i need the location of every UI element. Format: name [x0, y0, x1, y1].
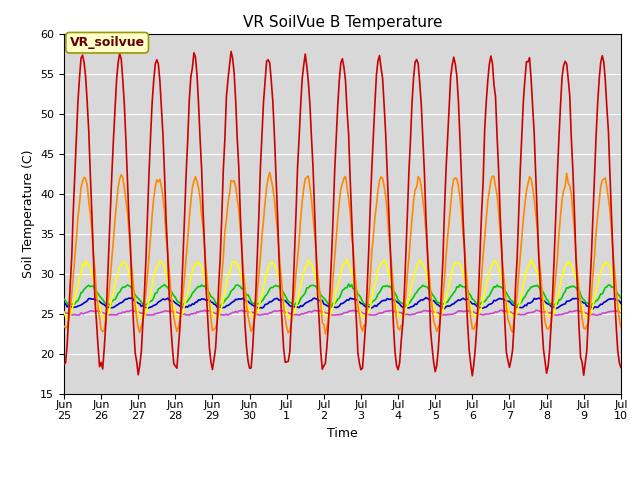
B-40_T: [76, 303, 83, 309]
B-05_T: [227, 48, 235, 54]
Line: B-50_T: B-50_T: [64, 310, 621, 315]
B-20_T: [397, 314, 405, 320]
B-50_T: [186, 312, 193, 318]
B-50_T: [164, 308, 172, 314]
Line: B-05_T: B-05_T: [64, 51, 621, 376]
B-10_T: [321, 331, 329, 337]
B-20_T: [617, 309, 625, 314]
B-40_T: [617, 300, 625, 306]
B-05_T: [60, 361, 68, 367]
B-40_T: [377, 299, 385, 304]
B-50_T: [76, 312, 83, 318]
B-10_T: [266, 169, 273, 175]
B-20_T: [100, 317, 108, 323]
B-30_T: [164, 285, 172, 290]
B-10_T: [552, 272, 559, 278]
B-40_T: [60, 300, 68, 305]
B-30_T: [552, 300, 559, 306]
B-05_T: [397, 338, 405, 344]
B-20_T: [379, 258, 387, 264]
B-50_T: [379, 310, 387, 316]
B-20_T: [76, 276, 83, 282]
Text: VR_soilvue: VR_soilvue: [70, 36, 145, 49]
B-10_T: [76, 201, 83, 207]
B-05_T: [468, 373, 476, 379]
Y-axis label: Soil Temperature (C): Soil Temperature (C): [22, 149, 35, 278]
B-10_T: [60, 324, 68, 329]
B-10_T: [380, 183, 388, 189]
Line: B-30_T: B-30_T: [64, 284, 621, 307]
B-05_T: [617, 364, 625, 370]
B-30_T: [380, 283, 388, 289]
Line: B-10_T: B-10_T: [64, 172, 621, 334]
B-50_T: [60, 310, 68, 315]
B-05_T: [164, 250, 172, 255]
B-05_T: [410, 75, 417, 81]
B-20_T: [60, 309, 68, 315]
B-20_T: [527, 257, 535, 263]
B-40_T: [396, 301, 403, 307]
B-10_T: [412, 187, 419, 193]
B-30_T: [76, 295, 83, 300]
B-10_T: [399, 322, 406, 327]
B-40_T: [589, 306, 596, 312]
B-30_T: [399, 301, 406, 307]
B-40_T: [408, 304, 416, 310]
B-50_T: [498, 307, 506, 313]
X-axis label: Time: Time: [327, 427, 358, 440]
B-05_T: [379, 76, 387, 82]
B-50_T: [397, 310, 405, 315]
B-50_T: [617, 310, 625, 315]
B-05_T: [552, 211, 559, 216]
Title: VR SoilVue B Temperature: VR SoilVue B Temperature: [243, 15, 442, 30]
B-40_T: [422, 295, 430, 300]
B-30_T: [617, 295, 625, 301]
B-30_T: [60, 296, 68, 302]
Line: B-40_T: B-40_T: [64, 298, 621, 309]
B-20_T: [410, 275, 417, 280]
B-20_T: [165, 285, 173, 290]
B-50_T: [410, 312, 417, 317]
B-30_T: [412, 291, 419, 297]
B-10_T: [164, 249, 172, 255]
B-30_T: [328, 304, 335, 310]
B-50_T: [552, 312, 559, 318]
B-10_T: [617, 324, 625, 330]
B-30_T: [345, 281, 353, 287]
B-05_T: [76, 75, 83, 81]
B-40_T: [164, 295, 172, 301]
B-40_T: [550, 304, 558, 310]
Line: B-20_T: B-20_T: [64, 260, 621, 320]
B-20_T: [552, 301, 559, 307]
